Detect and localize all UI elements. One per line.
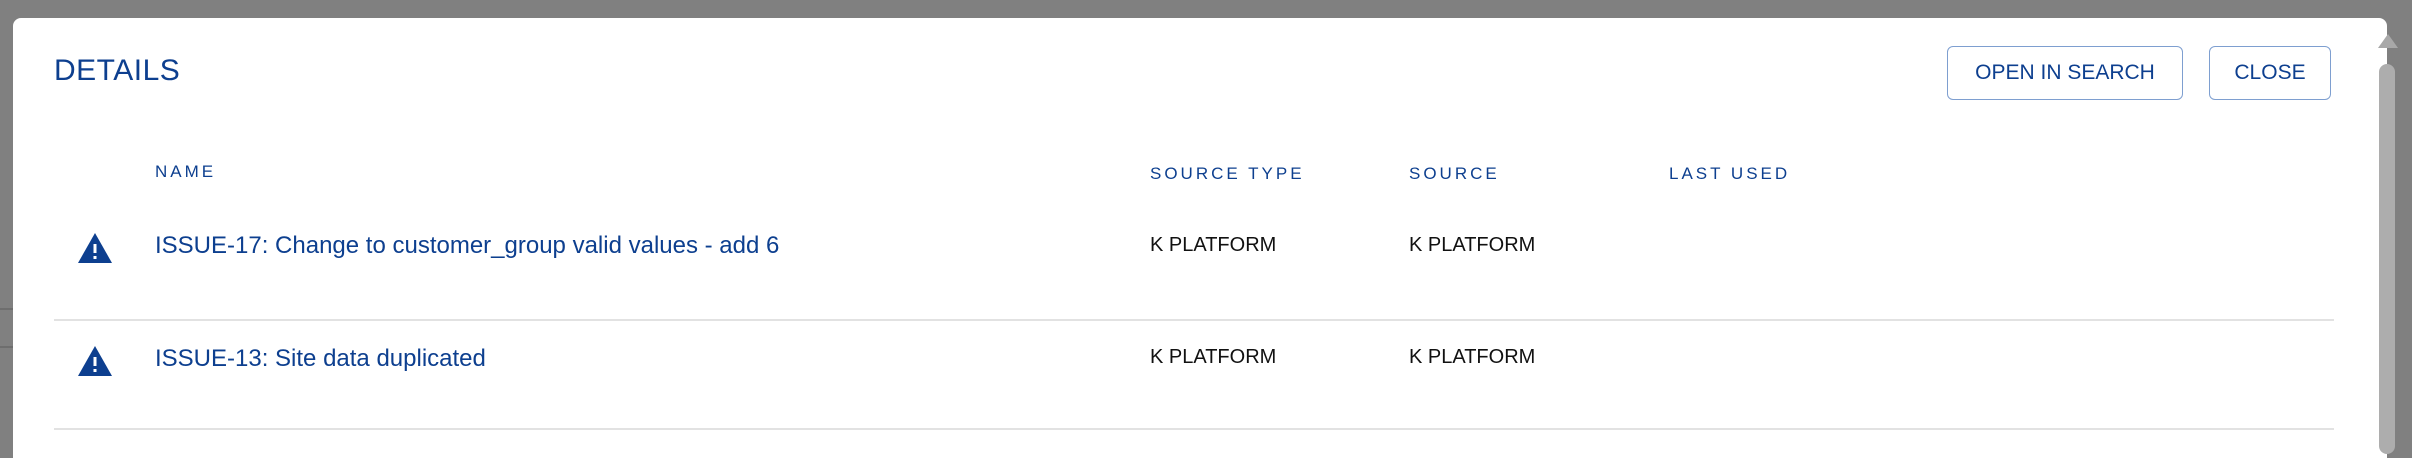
column-header-name[interactable]: NAME xyxy=(155,162,217,181)
scroll-up-arrow-icon[interactable] xyxy=(2378,34,2398,48)
background-divider xyxy=(0,308,13,310)
open-in-search-button[interactable]: OPEN IN SEARCH xyxy=(1947,46,2183,100)
column-header-source[interactable]: SOURCE xyxy=(1409,164,1500,183)
source-type-cell: K PLATFORM xyxy=(1150,234,1277,256)
source-cell: K PLATFORM xyxy=(1409,346,1536,368)
background-divider xyxy=(0,346,13,348)
source-type-cell: K PLATFORM xyxy=(1150,346,1277,368)
issue-link[interactable]: ISSUE-13: Site data duplicated xyxy=(155,345,486,372)
row-divider xyxy=(54,428,2334,430)
scrollbar-thumb[interactable] xyxy=(2379,64,2395,454)
row-divider xyxy=(54,319,2334,321)
column-header-last-used[interactable]: LAST USED xyxy=(1669,164,1791,183)
dialog-title: DETAILS xyxy=(54,54,181,87)
details-dialog: DETAILS OPEN IN SEARCH CLOSE NAME SOURCE… xyxy=(13,18,2387,458)
warning-icon xyxy=(78,346,112,376)
issue-link[interactable]: ISSUE-17: Change to customer_group valid… xyxy=(155,232,780,259)
source-cell: K PLATFORM xyxy=(1409,234,1536,256)
warning-icon xyxy=(78,233,112,263)
column-header-source-type[interactable]: SOURCE TYPE xyxy=(1150,164,1305,183)
close-button[interactable]: CLOSE xyxy=(2209,46,2331,100)
